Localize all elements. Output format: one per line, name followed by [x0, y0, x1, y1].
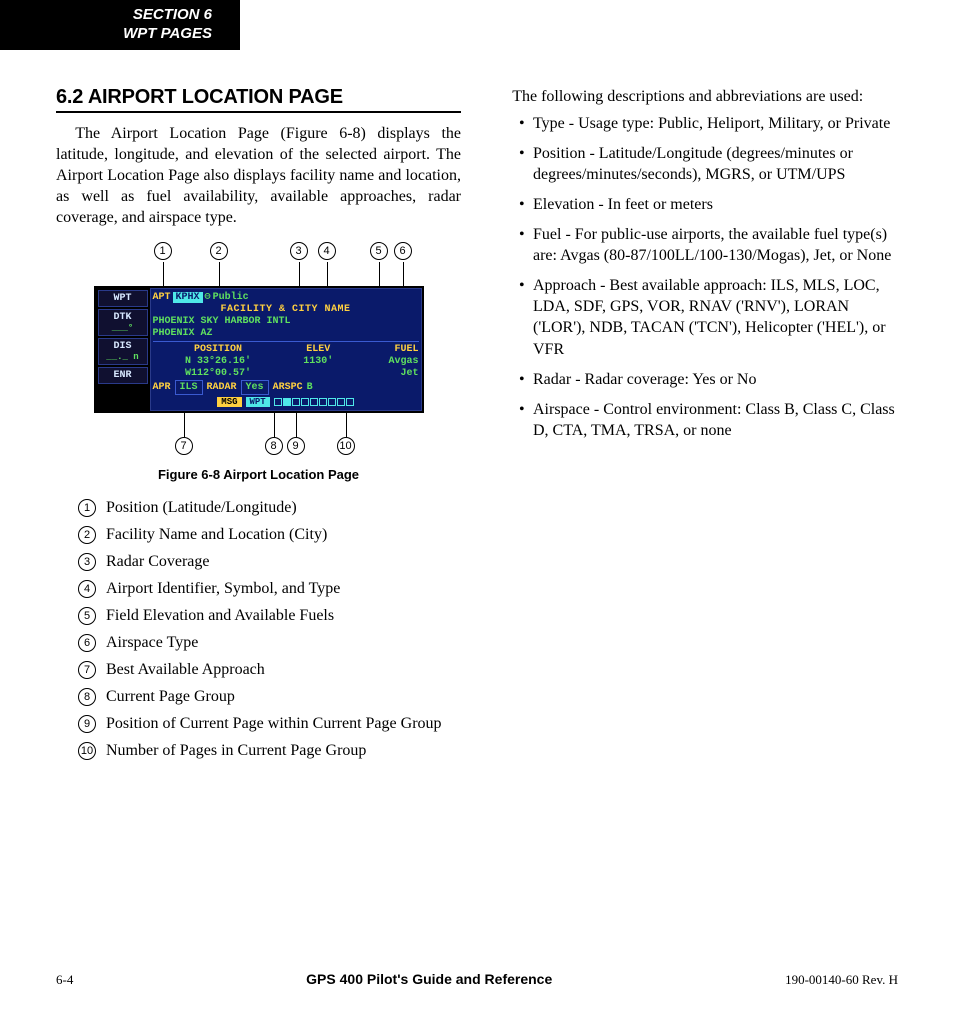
bullet-radar: Radar - Radar coverage: Yes or No: [519, 369, 898, 390]
apt-row: APT KPHX ⊖ Public: [153, 291, 419, 303]
footer-page-num: 6-4: [56, 972, 73, 988]
bullet-airspace: Airspace - Control environment: Class B,…: [519, 399, 898, 441]
status-bar: MSG WPT: [153, 396, 419, 408]
arspc-val: B: [307, 382, 313, 393]
callout-7: 7: [175, 437, 193, 455]
bullet-elevation: Elevation - In feet or meters: [519, 194, 898, 215]
section-tab-line2: WPT PAGES: [12, 25, 212, 44]
device-main-panel: APT KPHX ⊖ Public FACILITY & CITY NAME P…: [150, 288, 422, 411]
callout-8: 8: [265, 437, 283, 455]
callout-6: 6: [394, 242, 412, 260]
bullet-type: Type - Usage type: Public, Heliport, Mil…: [519, 113, 898, 134]
legend-item-1: 1Position (Latitude/Longitude): [78, 496, 461, 520]
callout-5: 5: [370, 242, 388, 260]
data-row-2: W112°00.57' Jet: [153, 368, 419, 379]
apr-val: ILS: [175, 380, 203, 395]
facility-name: PHOENIX SKY HARBOR INTL: [153, 316, 291, 327]
left-box-dtk: DTK___°: [98, 309, 148, 336]
facility-title: FACILITY & CITY NAME: [153, 304, 419, 315]
bullet-list: Type - Usage type: Public, Heliport, Mil…: [493, 113, 898, 441]
callout-3: 3: [290, 242, 308, 260]
top-leader-lines: [94, 262, 424, 286]
legend-item-8: 8Current Page Group: [78, 685, 461, 709]
callout-1: 1: [154, 242, 172, 260]
apt-id: KPHX: [173, 292, 203, 303]
page-indicator: [274, 398, 354, 406]
page-footer: 6-4 GPS 400 Pilot's Guide and Reference …: [56, 971, 898, 988]
bullet-fuel: Fuel - For public-use airports, the avai…: [519, 224, 898, 266]
footer-title: GPS 400 Pilot's Guide and Reference: [306, 971, 552, 987]
left-box-dis: DIS__._ n: [98, 338, 148, 365]
left-column: 6.2 AIRPORT LOCATION PAGE The Airport Lo…: [56, 86, 461, 767]
section-tab-line1: SECTION 6: [12, 6, 212, 25]
bullet-approach: Approach - Best available approach: ILS,…: [519, 275, 898, 359]
legend-item-7: 7Best Available Approach: [78, 658, 461, 682]
wpt-tag: WPT: [246, 397, 270, 407]
top-callout-row: 1 2 3 4 5 6: [94, 242, 424, 262]
legend-item-2: 2Facility Name and Location (City): [78, 523, 461, 547]
msg-tag: MSG: [217, 397, 241, 407]
content-area: 6.2 AIRPORT LOCATION PAGE The Airport Lo…: [0, 50, 954, 767]
intro-paragraph: The Airport Location Page (Figure 6-8) d…: [56, 123, 461, 229]
right-column: The following descriptions and abbreviat…: [493, 86, 898, 767]
section-heading: 6.2 AIRPORT LOCATION PAGE: [56, 86, 461, 113]
legend-item-3: 3Radar Coverage: [78, 550, 461, 574]
legend-item-10: 10Number of Pages in Current Page Group: [78, 739, 461, 763]
callout-4: 4: [318, 242, 336, 260]
legend-item-9: 9Position of Current Page within Current…: [78, 712, 461, 736]
data-row-1: N 33°26.16' 1130' Avgas: [153, 356, 419, 367]
left-box-wpt: WPT: [98, 290, 148, 307]
apt-symbol-icon: ⊖: [205, 291, 211, 303]
legend-item-4: 4Airport Identifier, Symbol, and Type: [78, 577, 461, 601]
figure-legend: 1Position (Latitude/Longitude) 2Facility…: [78, 496, 461, 763]
left-box-enr: ENR: [98, 367, 148, 384]
bottom-leader-lines: [94, 413, 424, 437]
headers-row: POSITION ELEV FUEL: [153, 344, 419, 355]
radar-val: Yes: [241, 380, 269, 395]
legend-item-6: 6Airspace Type: [78, 631, 461, 655]
facility-city: PHOENIX AZ: [153, 328, 213, 339]
figure-wrap: 1 2 3 4 5 6 WPT DTK___° DIS__._: [56, 242, 461, 482]
bottom-callout-row: 7 8 9 10: [94, 437, 424, 457]
bullet-position: Position - Latitude/Longitude (degrees/m…: [519, 143, 898, 185]
apt-type: Public: [213, 292, 249, 303]
device-left-panel: WPT DTK___° DIS__._ n ENR: [96, 288, 150, 411]
callout-9: 9: [287, 437, 305, 455]
callout-10: 10: [337, 437, 355, 455]
legend-item-5: 5Field Elevation and Available Fuels: [78, 604, 461, 628]
figure-caption: Figure 6-8 Airport Location Page: [56, 467, 461, 482]
bottom-row: APR ILS RADAR Yes ARSPC B: [153, 380, 419, 395]
callout-2: 2: [210, 242, 228, 260]
footer-doc-id: 190-00140-60 Rev. H: [785, 972, 898, 988]
right-lead: The following descriptions and abbreviat…: [493, 86, 898, 107]
gps-device-screen: WPT DTK___° DIS__._ n ENR APT KPHX ⊖ Pub…: [94, 286, 424, 413]
section-tab: SECTION 6 WPT PAGES: [0, 0, 240, 50]
